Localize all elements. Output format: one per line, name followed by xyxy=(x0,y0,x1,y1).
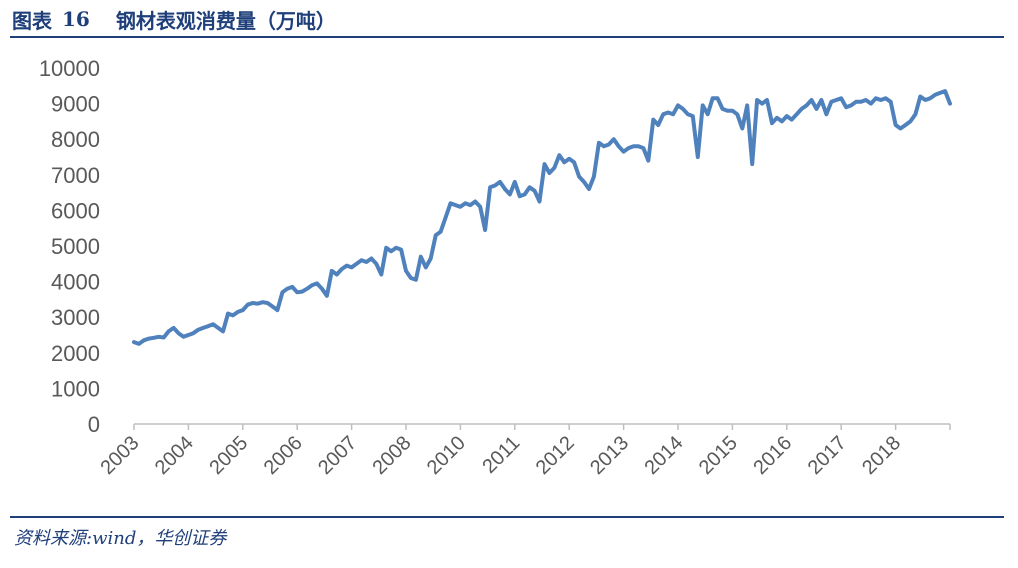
y-tick-label: 4000 xyxy=(51,270,100,295)
line-chart: 0 1000 2000 3000 4000 5000 6000 7000 8000 9000 100… xyxy=(39,56,952,479)
chart-title: 钢材表观消费量（万吨） xyxy=(115,8,336,33)
header-rule xyxy=(10,36,1004,38)
x-tick-label: 2007 xyxy=(314,432,361,479)
series-line xyxy=(132,89,952,346)
figure-label: 图表 xyxy=(12,8,52,33)
y-tick-label: 3000 xyxy=(51,305,100,330)
figure-number: 16 xyxy=(62,7,90,31)
x-tick-label: 2014 xyxy=(641,432,688,479)
x-tick-label: 2012 xyxy=(532,432,579,479)
y-tick-label: 9000 xyxy=(51,92,100,117)
x-tick-label: 2015 xyxy=(695,432,742,479)
x-tick-label: 2013 xyxy=(586,432,633,479)
y-tick-label: 5000 xyxy=(51,234,100,259)
y-tick-label: 0 xyxy=(88,412,100,437)
x-tick-label: 2018 xyxy=(858,432,905,479)
y-tick-label: 6000 xyxy=(51,198,100,223)
x-tick-label: 2017 xyxy=(804,432,851,479)
y-tick-label: 2000 xyxy=(51,341,100,366)
x-tick-label: 2011 xyxy=(478,432,524,478)
y-tick-label: 10000 xyxy=(39,56,100,81)
y-tick-label: 1000 xyxy=(51,376,100,401)
y-tick-label: 7000 xyxy=(51,163,100,188)
x-tick-label: 2008 xyxy=(369,432,416,479)
y-tick-label: 8000 xyxy=(51,127,100,152)
x-tick-label: 2004 xyxy=(151,432,198,479)
x-tick-label: 2016 xyxy=(749,432,796,479)
source-note: 资料来源:wind，华创证券 xyxy=(14,528,227,549)
x-tick-label: 2006 xyxy=(260,432,307,479)
x-tick-label: 2005 xyxy=(205,432,252,479)
x-tick-label: 2010 xyxy=(423,432,470,479)
figure-header: 图表 16 钢材表观消费量（万吨） xyxy=(12,4,336,34)
x-tick-label: 2003 xyxy=(97,432,144,479)
footer-rule xyxy=(10,516,1004,518)
